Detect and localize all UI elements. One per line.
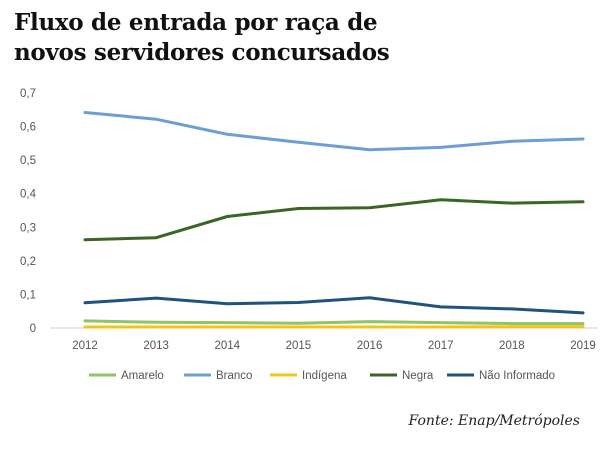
y-tick-label: 0 bbox=[30, 323, 36, 335]
x-tick-label: 2017 bbox=[428, 340, 454, 352]
legend-label: Amarelo bbox=[121, 370, 164, 382]
y-tick-label: 0,2 bbox=[20, 256, 36, 268]
x-tick-label: 2013 bbox=[143, 340, 169, 352]
y-tick-label: 0,3 bbox=[20, 222, 36, 234]
legend-label: Negra bbox=[402, 370, 434, 382]
x-tick-label: 2014 bbox=[214, 340, 240, 352]
x-tick-label: 2016 bbox=[357, 340, 383, 352]
source-credit: Fonte: Enap/Metrópoles bbox=[408, 413, 580, 429]
title-line-1: Fluxo de entrada por raça de bbox=[14, 9, 378, 36]
series-line bbox=[83, 111, 585, 152]
x-tick-label: 2019 bbox=[570, 340, 596, 352]
x-tick-label: 2018 bbox=[499, 340, 525, 352]
legend-label: Indígena bbox=[302, 370, 347, 382]
chart-title: Fluxo de entrada por raça de novos servi… bbox=[14, 8, 584, 68]
x-tick-label: 2015 bbox=[286, 340, 312, 352]
series-line bbox=[83, 198, 585, 242]
y-tick-label: 0,4 bbox=[20, 189, 37, 201]
series-line bbox=[83, 319, 585, 326]
title-line-2: novos servidores concursados bbox=[14, 39, 390, 66]
y-tick-label: 0,6 bbox=[20, 122, 36, 134]
series-line bbox=[83, 296, 585, 315]
y-tick-label: 0,1 bbox=[20, 289, 36, 301]
legend-label: Branco bbox=[216, 370, 252, 382]
y-tick-label: 0,7 bbox=[20, 88, 36, 100]
x-tick-label: 2012 bbox=[72, 340, 98, 352]
legend-label: Não Informado bbox=[479, 370, 555, 382]
y-tick-label: 0,5 bbox=[20, 155, 36, 167]
